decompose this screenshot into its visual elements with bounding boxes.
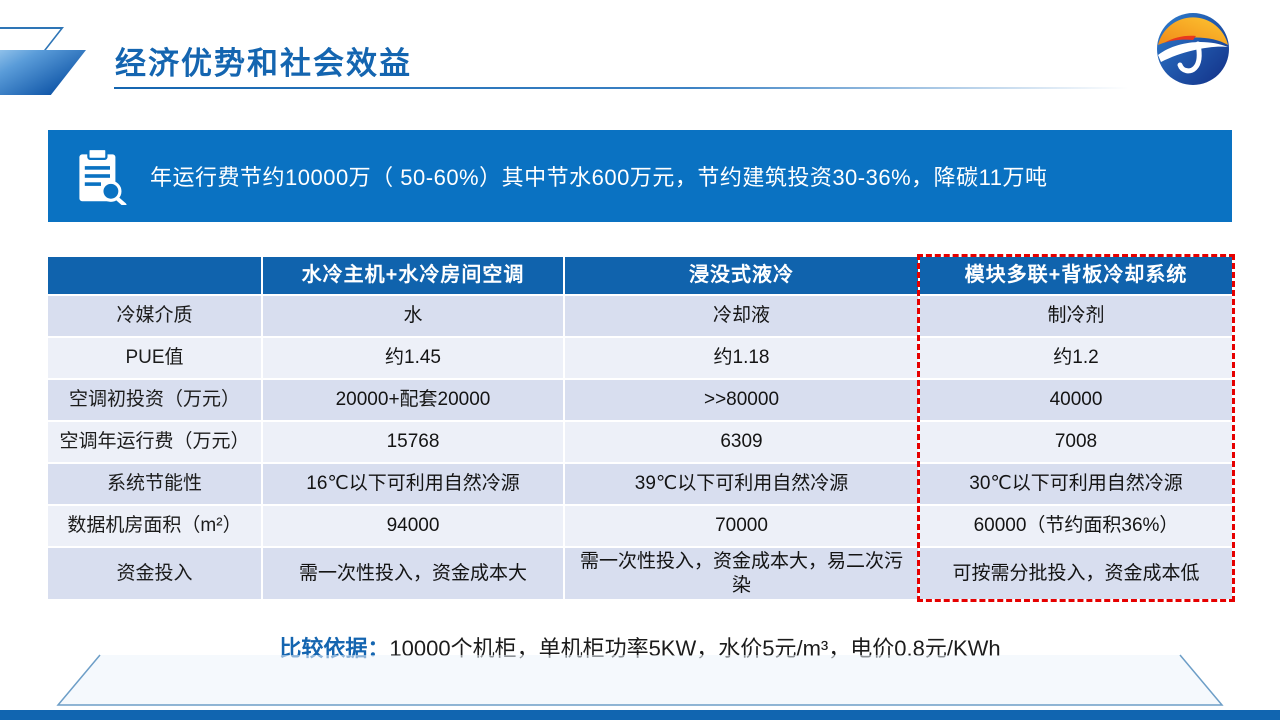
table-cell: 约1.18 xyxy=(565,338,918,378)
row-label-capital-investment: 资金投入 xyxy=(48,548,261,599)
table-header-immersion-cooling: 浸没式液冷 xyxy=(565,257,918,294)
company-logo-icon xyxy=(1156,12,1230,86)
table-cell: 94000 xyxy=(263,506,563,546)
table-cell: 30℃以下可利用自然冷源 xyxy=(920,464,1232,504)
row-label-pue: PUE值 xyxy=(48,338,261,378)
summary-banner: 年运行费节约10000万（ 50-60%）其中节水600万元，节约建筑投资30-… xyxy=(48,130,1232,222)
table-cell: 冷却液 xyxy=(565,296,918,336)
table-cell: 需一次性投入，资金成本大 xyxy=(263,548,563,599)
table-cell: 70000 xyxy=(565,506,918,546)
table-header-empty xyxy=(48,257,261,294)
bottom-bar xyxy=(0,710,1280,720)
row-label-annual-operating-cost: 空调年运行费（万元） xyxy=(48,422,261,462)
bottom-decoration xyxy=(56,654,1224,706)
table-cell: >>80000 xyxy=(565,380,918,420)
row-label-room-area: 数据机房面积（m²） xyxy=(48,506,261,546)
title-underline xyxy=(114,87,1160,89)
table-cell: 20000+配套20000 xyxy=(263,380,563,420)
table-cell: 40000 xyxy=(920,380,1232,420)
table-cell: 水 xyxy=(263,296,563,336)
table-header-modular-backplane: 模块多联+背板冷却系统 xyxy=(920,257,1232,294)
page-title: 经济优势和社会效益 xyxy=(115,46,412,81)
row-label-coolant-medium: 冷媒介质 xyxy=(48,296,261,336)
table-cell: 制冷剂 xyxy=(920,296,1232,336)
table-cell: 可按需分批投入，资金成本低 xyxy=(920,548,1232,599)
table-cell: 约1.45 xyxy=(263,338,563,378)
table-cell: 60000（节约面积36%） xyxy=(920,506,1232,546)
table-cell: 约1.2 xyxy=(920,338,1232,378)
table-cell: 15768 xyxy=(263,422,563,462)
table-cell: 需一次性投入，资金成本大，易二次污染 xyxy=(565,548,918,599)
table-header-water-cooling: 水冷主机+水冷房间空调 xyxy=(263,257,563,294)
comparison-table: 水冷主机+水冷房间空调 浸没式液冷 模块多联+背板冷却系统 冷媒介质 水 冷却液… xyxy=(48,254,1235,602)
table-cell: 6309 xyxy=(565,422,918,462)
table-grid: 水冷主机+水冷房间空调 浸没式液冷 模块多联+背板冷却系统 冷媒介质 水 冷却液… xyxy=(48,257,1232,599)
table-cell: 16℃以下可利用自然冷源 xyxy=(263,464,563,504)
row-label-energy-saving: 系统节能性 xyxy=(48,464,261,504)
row-label-initial-investment: 空调初投资（万元） xyxy=(48,380,261,420)
table-cell: 7008 xyxy=(920,422,1232,462)
title-decoration-fill xyxy=(0,50,86,95)
banner-text: 年运行费节约10000万（ 50-60%）其中节水600万元，节约建筑投资30-… xyxy=(150,165,1048,190)
table-cell: 39℃以下可利用自然冷源 xyxy=(565,464,918,504)
clipboard-search-icon xyxy=(74,147,128,205)
